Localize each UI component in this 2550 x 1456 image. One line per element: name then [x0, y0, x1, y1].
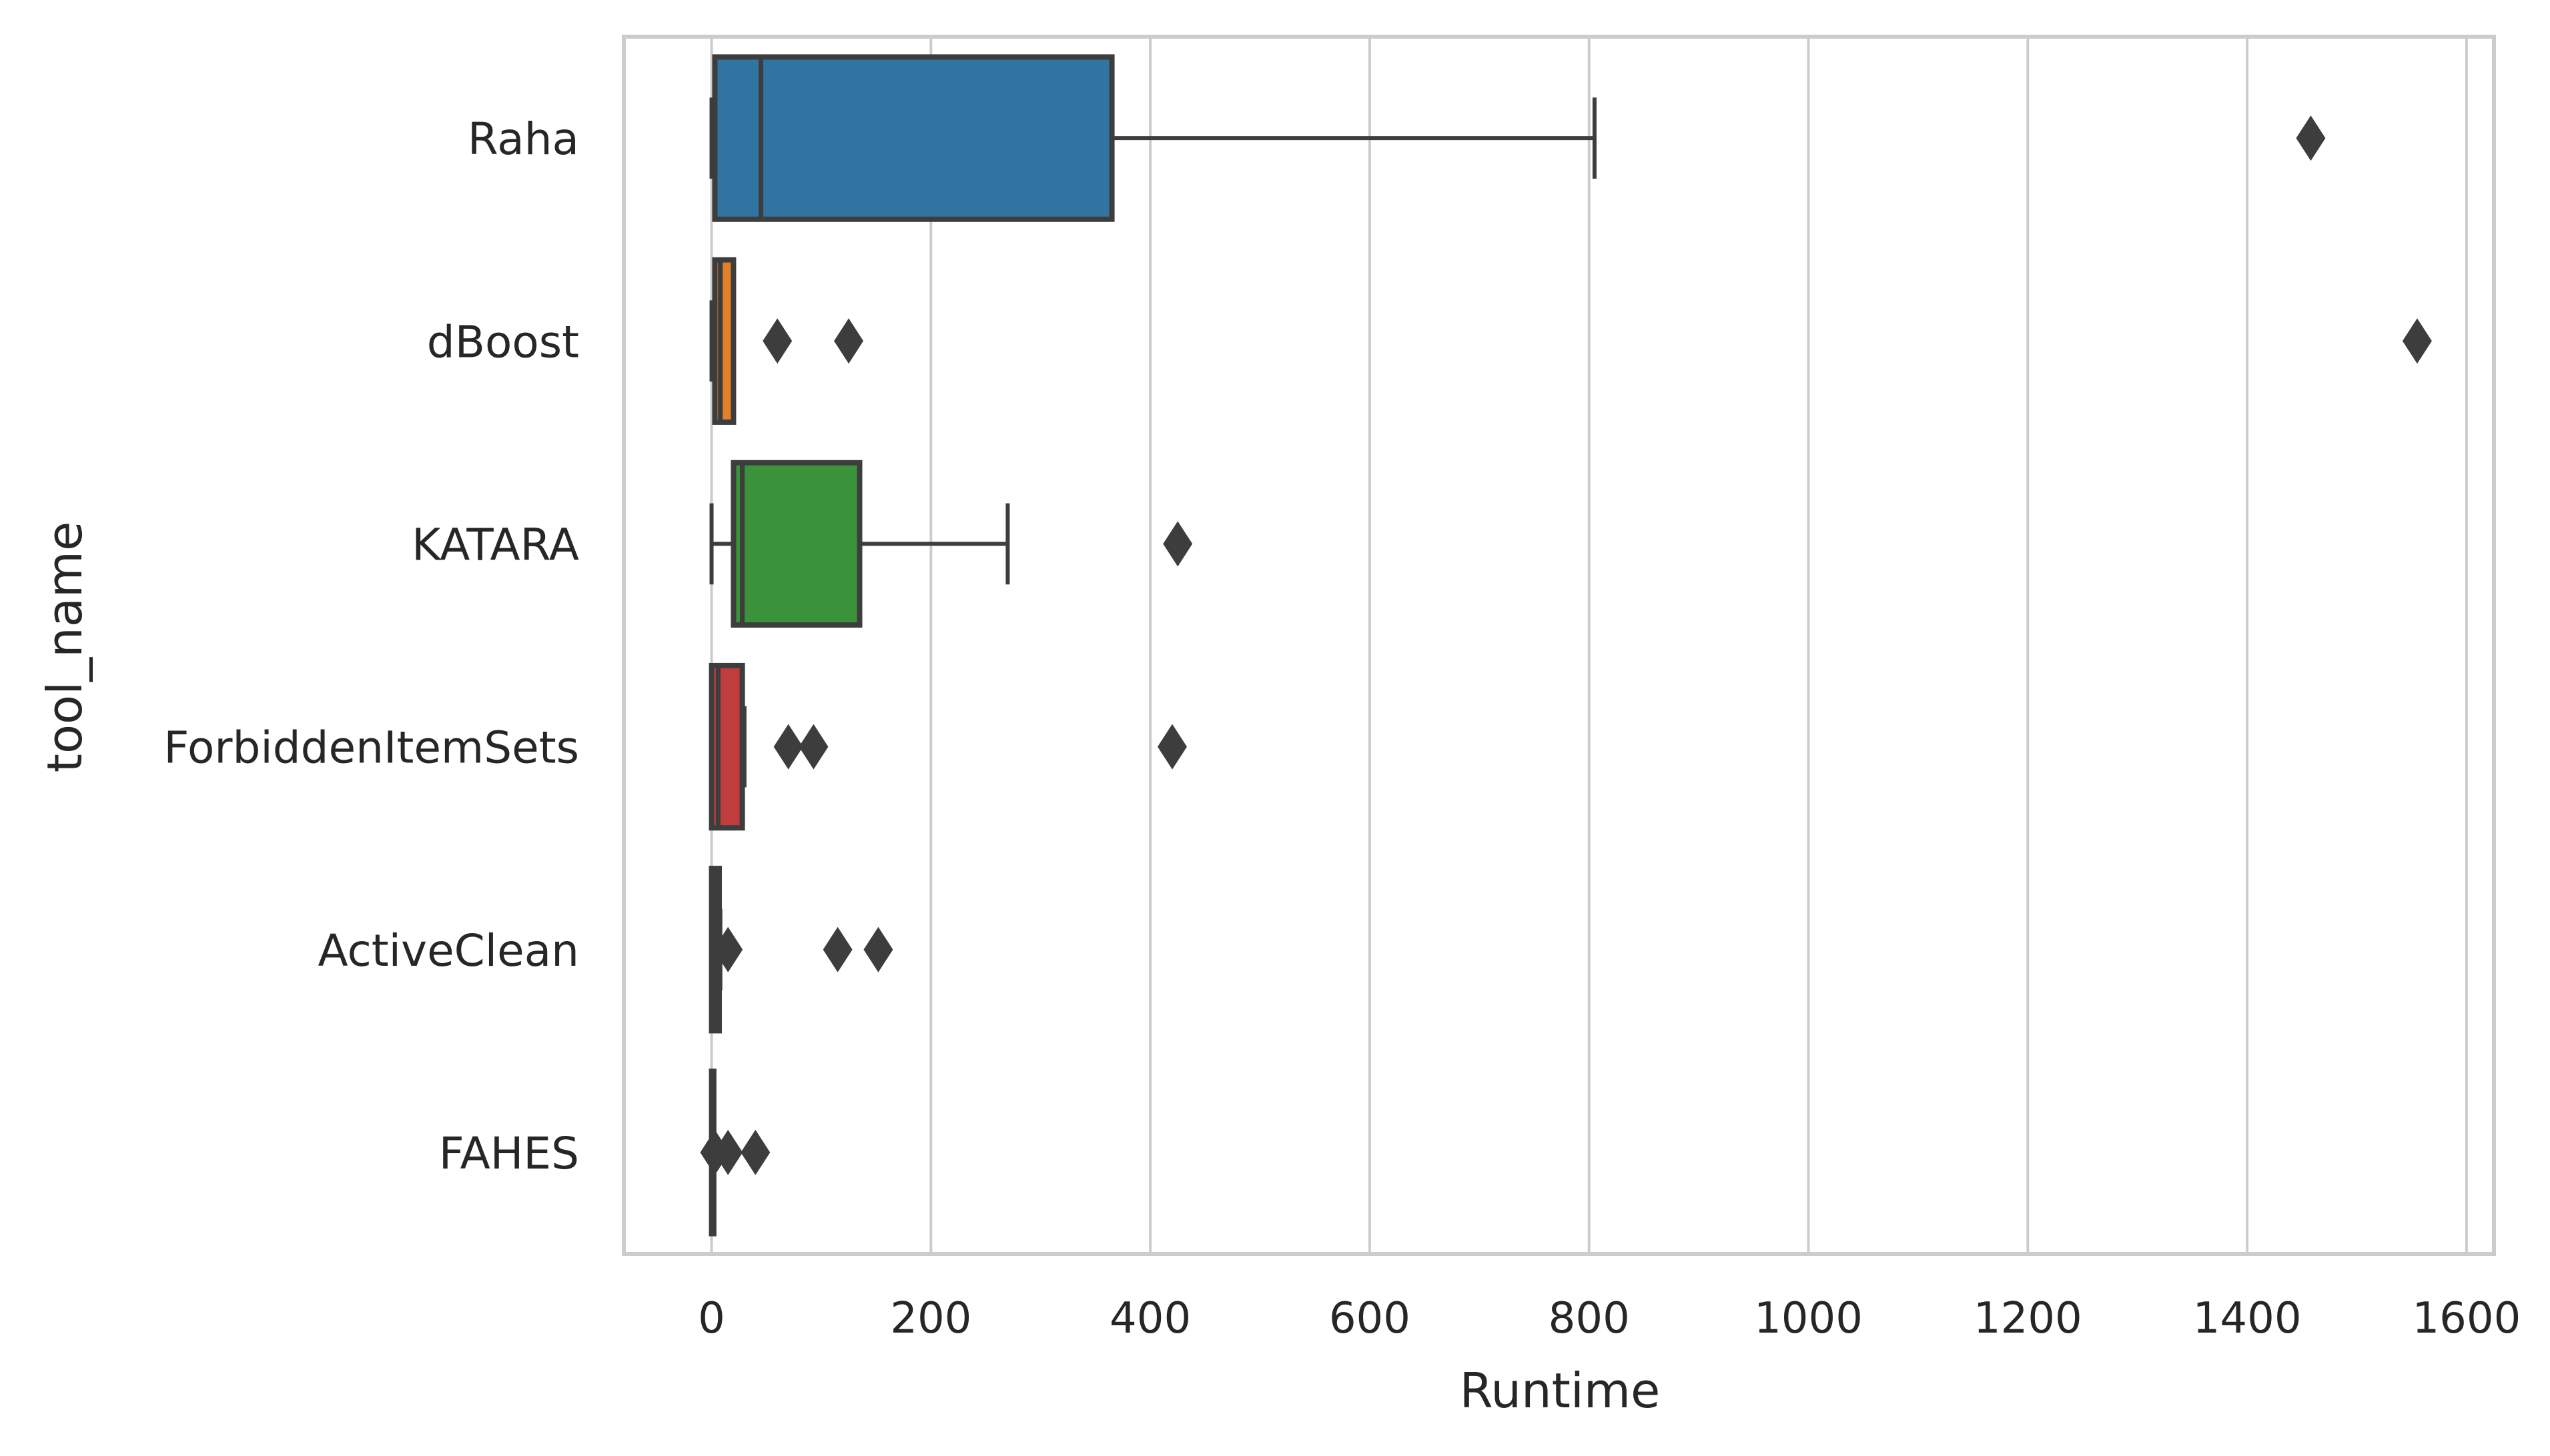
outlier-point — [2402, 318, 2432, 364]
outlier-point — [1163, 521, 1193, 567]
outlier-point — [741, 1129, 771, 1175]
outlier-point — [713, 1129, 743, 1175]
x-tick-label: 1200 — [1974, 1294, 2082, 1343]
x-tick-labels: 0 200 400 600 800 1000 1200 1400 1600 — [698, 1294, 2521, 1343]
category-label: FAHES — [439, 1128, 579, 1179]
outlier-point — [763, 318, 793, 364]
box-KATARA — [709, 460, 1193, 628]
x-tick-label: 1600 — [2412, 1294, 2521, 1343]
box-dBoost — [709, 257, 2432, 425]
outlier-point — [863, 926, 893, 972]
x-axis-label: Runtime — [1460, 1363, 1661, 1419]
box-body — [731, 460, 863, 628]
outlier-point — [799, 724, 829, 770]
box-body — [712, 257, 737, 425]
x-tick-label: 400 — [1110, 1294, 1191, 1343]
x-tick-label: 1000 — [1754, 1294, 1863, 1343]
x-tick-label: 600 — [1329, 1294, 1410, 1343]
category-label: ActiveClean — [318, 925, 579, 976]
x-tick-label: 0 — [698, 1294, 725, 1343]
y-axis-label: tool_name — [37, 522, 93, 773]
box-Raha — [709, 54, 2326, 222]
outlier-point — [773, 724, 803, 770]
box-plots — [700, 54, 2432, 1237]
outlier-point — [2296, 115, 2326, 161]
outlier-point — [823, 926, 853, 972]
category-label: ForbiddenItemSets — [163, 722, 579, 774]
outlier-point — [713, 926, 743, 972]
grid-lines — [710, 37, 2468, 1254]
box-body — [712, 54, 1115, 222]
plot-frame — [622, 35, 2496, 1256]
category-label: dBoost — [427, 316, 579, 368]
box-FAHES — [700, 1068, 771, 1237]
box-ActiveClean — [709, 866, 893, 1034]
outlier-point — [834, 318, 864, 364]
box-ForbiddenItemSets — [709, 662, 1187, 831]
x-tick-label: 200 — [890, 1294, 971, 1343]
x-tick-label: 1400 — [2193, 1294, 2302, 1343]
y-category-labels: Raha dBoost KATARA ForbiddenItemSets ActiveC… — [163, 113, 579, 1179]
x-tick-label: 800 — [1549, 1294, 1630, 1343]
outlier-point — [1157, 724, 1187, 770]
category-label: KATARA — [412, 519, 579, 570]
category-label: Raha — [468, 113, 579, 165]
